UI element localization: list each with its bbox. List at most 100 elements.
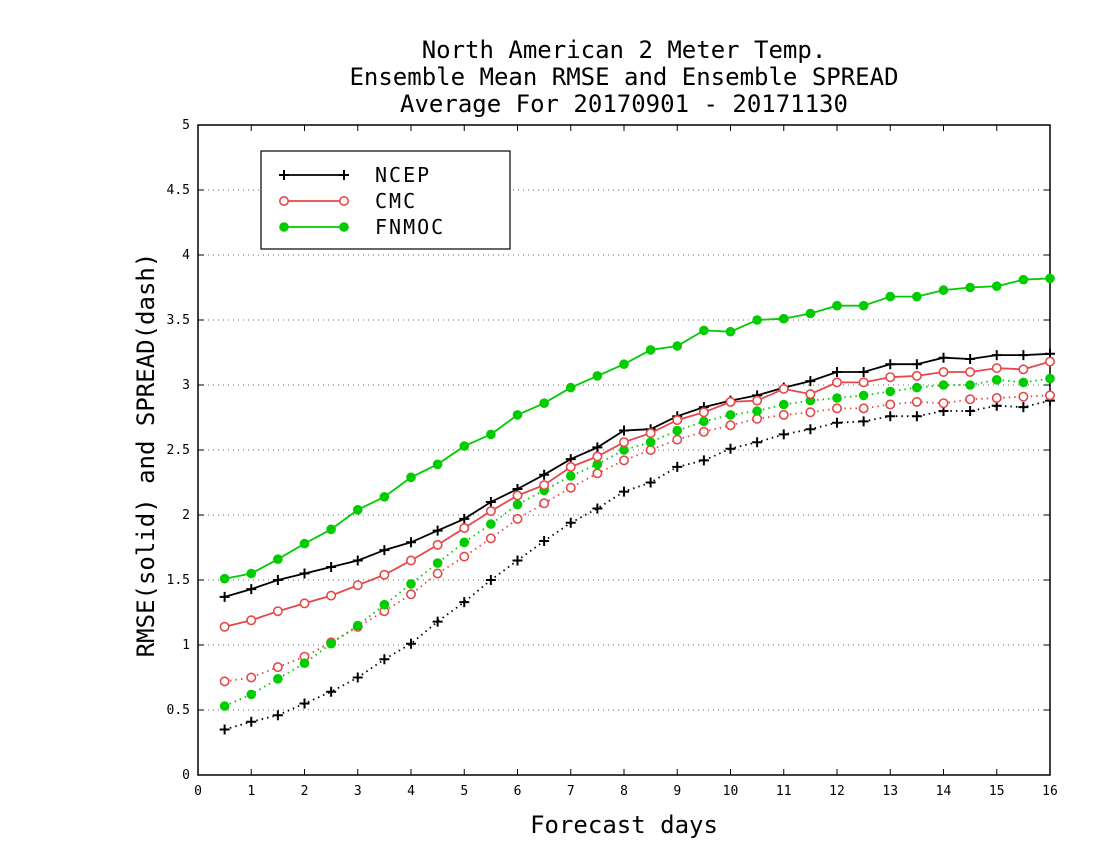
data-point-ncep-spread: [592, 503, 603, 514]
legend-entry-cmc: CMC: [278, 189, 415, 213]
data-point-cmc-rmse: [1018, 364, 1029, 375]
data-point-cmc-rmse: [299, 598, 310, 609]
y-tick-label: 0: [182, 768, 190, 783]
data-point-cmc-rmse: [805, 389, 816, 400]
legend-marker-fnmoc: [339, 222, 349, 232]
data-point-cmc-rmse: [592, 451, 603, 462]
data-point-cmc-spread: [272, 662, 283, 673]
data-point-fnmoc-spread: [1018, 377, 1029, 388]
legend-marker-cmc: [338, 196, 349, 207]
data-point-ncep-rmse: [805, 376, 816, 387]
data-point-ncep-rmse: [539, 469, 550, 480]
data-point-cmc-rmse: [539, 480, 550, 491]
data-point-fnmoc-spread: [619, 445, 629, 455]
data-point-cmc-rmse: [778, 383, 789, 394]
data-point-ncep-spread: [619, 486, 629, 497]
series-ncep-rmse: [219, 348, 1055, 602]
data-point-ncep-spread: [672, 461, 683, 472]
x-tick-label: 16: [1042, 784, 1058, 799]
x-tick-label: 4: [407, 784, 415, 799]
data-point-ncep-rmse: [619, 425, 629, 436]
series-ncep-spread: [219, 395, 1055, 735]
y-tick-label: 2.5: [167, 443, 190, 458]
data-point-ncep-spread: [725, 443, 736, 454]
data-point-cmc-spread: [459, 551, 470, 562]
data-point-cmc-rmse: [272, 606, 283, 617]
data-point-cmc-rmse: [725, 396, 736, 407]
data-point-fnmoc-rmse: [592, 371, 603, 381]
data-point-fnmoc-rmse: [699, 325, 709, 336]
data-point-fnmoc-rmse: [432, 459, 443, 470]
data-point-fnmoc-spread: [832, 393, 842, 403]
data-point-ncep-rmse: [938, 352, 949, 363]
data-point-fnmoc-spread: [965, 380, 975, 390]
data-point-ncep-rmse: [219, 591, 230, 602]
data-point-ncep-rmse: [832, 367, 842, 377]
data-point-cmc-rmse: [698, 407, 709, 418]
x-tick-label: 10: [723, 784, 739, 799]
data-point-cmc-rmse: [911, 370, 922, 381]
x-axis-label: Forecast days: [530, 811, 718, 839]
data-point-cmc-spread: [831, 403, 842, 414]
data-point-ncep-spread: [246, 716, 257, 727]
data-point-cmc-rmse: [352, 580, 363, 591]
y-axis-label: RMSE(solid) and SPREAD(dash): [132, 253, 160, 658]
data-point-fnmoc-spread: [486, 519, 496, 529]
data-point-fnmoc-rmse: [352, 505, 363, 515]
data-point-ncep-rmse: [406, 537, 416, 548]
series-fnmoc-rmse-line: [224, 277, 1051, 580]
data-point-fnmoc-spread: [592, 459, 603, 470]
data-point-cmc-spread: [539, 498, 550, 509]
x-tick-label: 11: [776, 784, 792, 799]
data-point-ncep-rmse: [1018, 350, 1029, 361]
data-point-ncep-spread: [512, 555, 523, 566]
data-point-cmc-spread: [405, 589, 416, 600]
data-point-fnmoc-rmse: [379, 492, 390, 502]
data-point-cmc-rmse: [965, 366, 976, 377]
data-point-fnmoc-spread: [938, 380, 949, 390]
data-point-cmc-rmse: [991, 363, 1002, 374]
data-point-cmc-spread: [645, 444, 656, 455]
data-point-cmc-rmse: [885, 372, 896, 383]
data-point-fnmoc-rmse: [805, 308, 816, 319]
data-point-fnmoc-rmse: [858, 300, 869, 311]
data-point-ncep-spread: [406, 638, 416, 649]
chart-title: North American 2 Meter Temp.Ensemble Mea…: [349, 36, 898, 118]
data-point-cmc-spread: [618, 455, 629, 466]
data-point-fnmoc-rmse: [938, 285, 949, 295]
data-point-ncep-rmse: [352, 555, 363, 566]
data-point-cmc-rmse: [831, 377, 842, 388]
data-point-fnmoc-spread: [512, 499, 523, 510]
data-point-fnmoc-spread: [326, 638, 336, 649]
data-point-fnmoc-rmse: [1018, 274, 1029, 285]
data-point-fnmoc-rmse: [246, 568, 257, 579]
data-point-fnmoc-spread: [246, 689, 257, 700]
data-point-cmc-spread: [725, 420, 736, 431]
data-point-cmc-rmse: [219, 621, 230, 632]
data-point-fnmoc-spread: [752, 406, 762, 416]
series-cmc-spread-line: [224, 394, 1051, 683]
data-point-fnmoc-spread: [858, 390, 869, 401]
data-point-ncep-spread: [485, 575, 496, 585]
data-point-cmc-spread: [246, 672, 257, 683]
data-point-ncep-spread: [565, 517, 576, 528]
x-tick-label: 2: [301, 784, 309, 799]
data-point-fnmoc-rmse: [991, 281, 1002, 292]
y-tick-label: 4: [182, 248, 190, 263]
data-point-ncep-rmse: [432, 525, 443, 536]
legend-label-ncep: NCEP: [375, 163, 431, 187]
data-point-cmc-spread: [1018, 391, 1029, 402]
data-point-fnmoc-rmse: [273, 554, 283, 564]
data-point-cmc-rmse: [246, 615, 257, 626]
legend-marker-cmc: [278, 196, 289, 207]
data-point-ncep-rmse: [379, 545, 390, 556]
series-fnmoc-spread-line: [224, 377, 1051, 707]
series-cmc-spread: [219, 390, 1056, 687]
data-point-fnmoc-rmse: [672, 341, 683, 351]
y-tick-label: 1: [182, 638, 190, 653]
data-point-ncep-rmse: [965, 354, 976, 364]
data-point-cmc-rmse: [565, 461, 576, 472]
data-point-cmc-spread: [778, 409, 789, 420]
data-point-cmc-rmse: [645, 428, 656, 439]
